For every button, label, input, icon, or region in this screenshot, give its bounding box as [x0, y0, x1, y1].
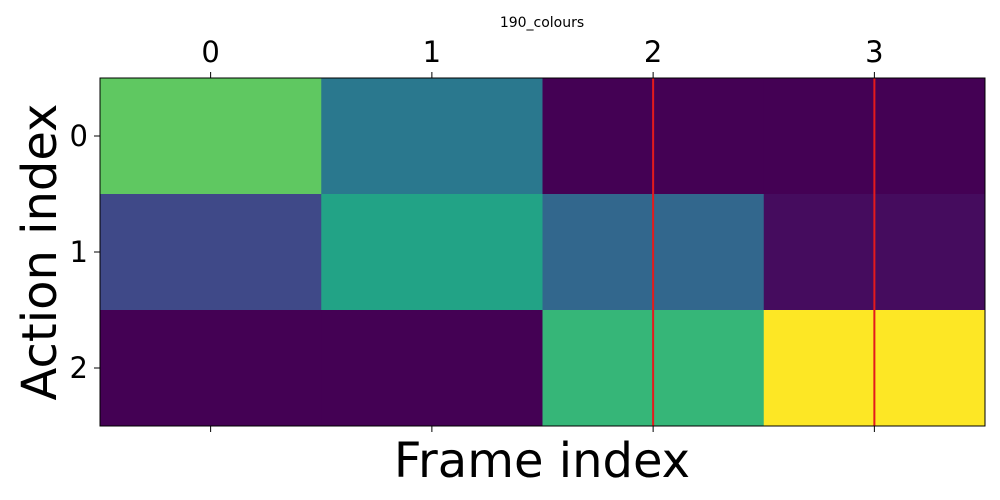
- heatmap-cell-r0-c0: [100, 78, 322, 195]
- heatmap-cell-r1-c0: [100, 194, 322, 311]
- x-tick-label-2: 2: [644, 35, 662, 69]
- x-axis-label: Frame index: [394, 433, 690, 489]
- x-axis-ticks: 0 1 2 3: [201, 35, 884, 432]
- y-axis-label: Action index: [12, 104, 68, 401]
- marker-lines: [652, 78, 876, 426]
- heatmap-cell-r2-c1: [321, 310, 543, 427]
- y-axis-ticks: 0 1 2: [70, 119, 100, 385]
- chart-title: 190_colours: [500, 15, 584, 31]
- y-tick-label-1: 1: [70, 235, 88, 269]
- heatmap-cells: [100, 78, 986, 427]
- heatmap-cell-r1-c1: [321, 194, 543, 311]
- y-tick-label-0: 0: [70, 119, 88, 153]
- heatmap-cell-r2-c0: [100, 310, 322, 427]
- heatmap-cell-r0-c1: [321, 78, 543, 195]
- x-tick-label-1: 1: [423, 35, 441, 69]
- y-tick-label-2: 2: [70, 351, 88, 385]
- x-tick-label-0: 0: [201, 35, 219, 69]
- x-tick-label-3: 3: [865, 35, 883, 69]
